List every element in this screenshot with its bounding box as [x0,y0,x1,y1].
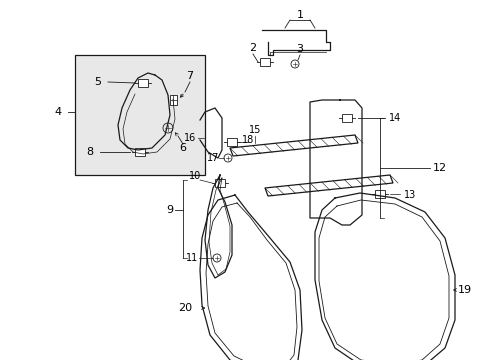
Text: 4: 4 [54,107,61,117]
Polygon shape [229,135,357,156]
Text: 11: 11 [185,253,198,263]
Text: 12: 12 [432,163,446,173]
Bar [169,95,176,105]
Bar [135,148,145,156]
Bar [138,79,148,87]
Text: 6: 6 [179,143,186,153]
Text: 10: 10 [188,171,201,181]
Text: 16: 16 [183,133,196,143]
Text: 20: 20 [178,303,192,313]
Text: 15: 15 [248,125,261,135]
Bar [75,55,204,175]
Text: 14: 14 [388,113,400,123]
Bar [341,114,351,122]
Bar [260,58,269,66]
Text: 2: 2 [249,43,256,53]
Text: 13: 13 [403,190,415,200]
Polygon shape [264,175,392,196]
Bar [374,190,384,198]
Text: 3: 3 [296,44,303,54]
Bar [215,179,224,187]
Text: 1: 1 [296,10,303,20]
Text: 19: 19 [457,285,471,295]
Text: 18: 18 [242,135,254,145]
Text: 17: 17 [206,153,219,163]
Text: 5: 5 [94,77,102,87]
Text: 7: 7 [186,71,193,81]
Text: 8: 8 [86,147,93,157]
Text: 9: 9 [166,205,173,215]
Bar [226,138,237,146]
